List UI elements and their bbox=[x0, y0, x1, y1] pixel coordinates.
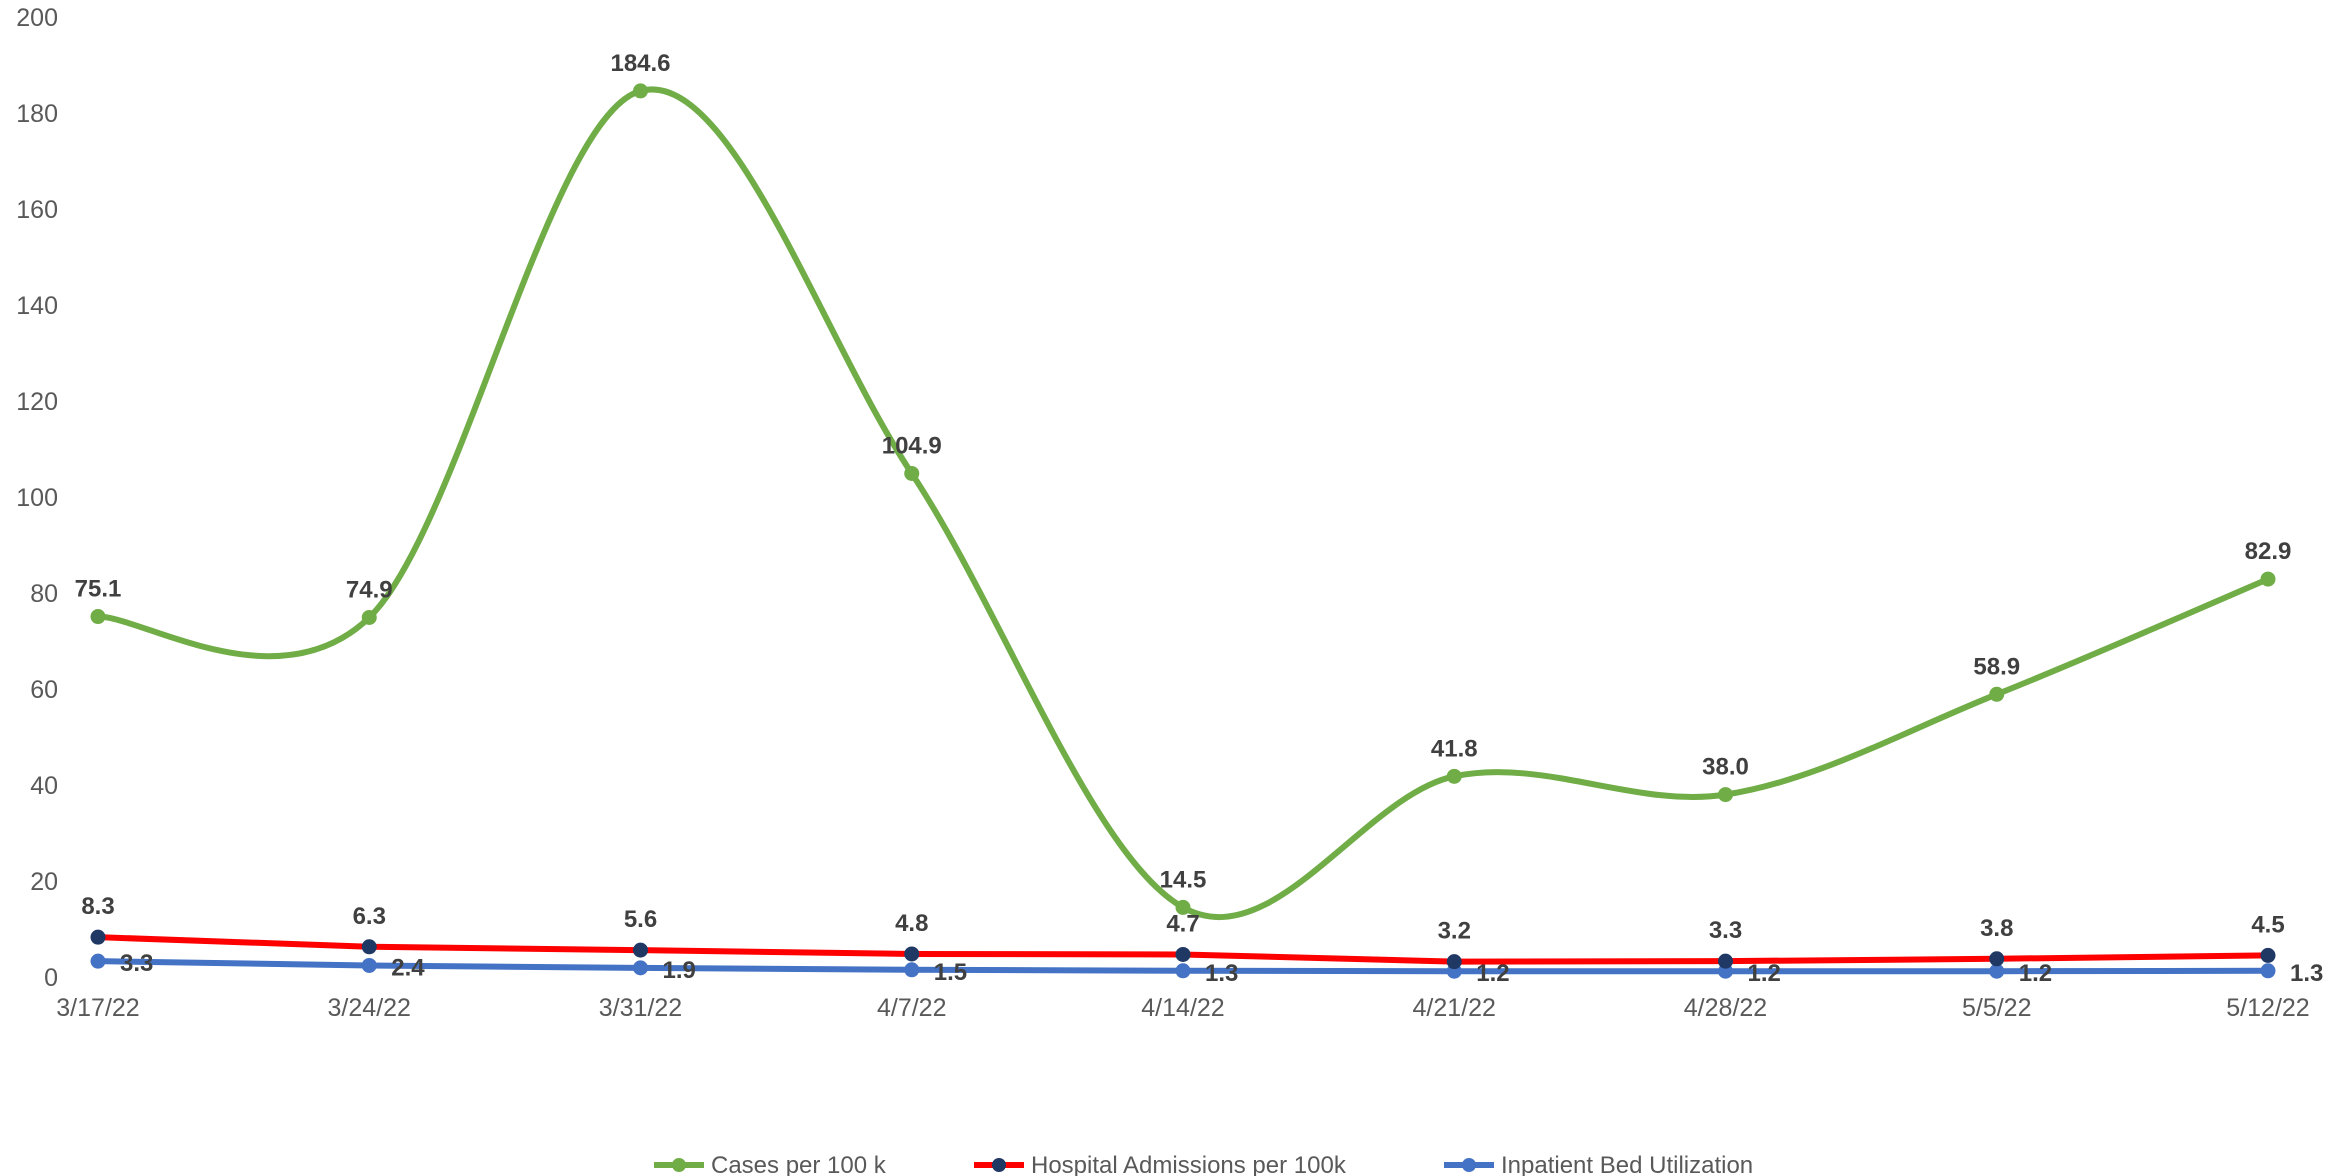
series-hospital-admissions-per-100k bbox=[90, 929, 2276, 970]
data-label: 1.2 bbox=[1748, 960, 1781, 987]
y-tick-label: 120 bbox=[16, 388, 58, 416]
x-tick-label: 3/31/22 bbox=[599, 994, 682, 1022]
y-axis: 0 20 40 60 80 100 120 140 160 180 200 bbox=[16, 4, 58, 992]
x-tick-label: 3/17/22 bbox=[56, 994, 139, 1022]
data-point bbox=[90, 609, 106, 625]
data-label: 3.8 bbox=[1980, 915, 2013, 942]
data-point bbox=[904, 946, 920, 962]
data-label: 1.2 bbox=[1476, 960, 1509, 987]
y-tick-label: 60 bbox=[30, 676, 58, 704]
data-label: 1.3 bbox=[1205, 960, 1238, 987]
data-point bbox=[633, 960, 648, 976]
data-point bbox=[90, 953, 106, 969]
data-label: 1.5 bbox=[934, 959, 967, 986]
data-label: 3.3 bbox=[1709, 917, 1742, 944]
data-label: 4.8 bbox=[895, 910, 928, 937]
data-point bbox=[1718, 787, 1733, 803]
data-point bbox=[1446, 954, 1462, 970]
data-label: 1.2 bbox=[2019, 960, 2052, 987]
data-label: 41.8 bbox=[1431, 735, 1478, 762]
x-tick-label: 5/5/22 bbox=[1962, 994, 2032, 1022]
data-label: 5.6 bbox=[624, 906, 657, 933]
y-tick-label: 80 bbox=[30, 580, 58, 608]
data-point bbox=[1175, 946, 1191, 962]
data-label: 8.3 bbox=[81, 893, 114, 920]
data-point bbox=[1989, 963, 2005, 979]
data-point bbox=[1989, 951, 2005, 967]
data-label: 4.5 bbox=[2251, 911, 2284, 938]
data-labels: 75.1 74.9 184.6 104.9 14.5 41.8 38.0 58.9 82.9 8.… bbox=[75, 50, 2324, 987]
x-tick-label: 3/24/22 bbox=[328, 994, 411, 1022]
series-cases-per-100-k bbox=[90, 83, 2276, 920]
x-tick-label: 4/7/22 bbox=[877, 994, 947, 1022]
data-label: 38.0 bbox=[1702, 754, 1749, 781]
data-label: 3.2 bbox=[1438, 918, 1471, 945]
data-point bbox=[2260, 571, 2276, 587]
x-tick-label: 5/12/22 bbox=[2226, 994, 2309, 1022]
series-layer bbox=[90, 83, 2276, 979]
data-label: 14.5 bbox=[1160, 866, 1207, 893]
x-tick-label: 4/14/22 bbox=[1141, 994, 1224, 1022]
legend-marker bbox=[672, 1158, 686, 1172]
x-tick-label: 4/21/22 bbox=[1413, 994, 1496, 1022]
legend-label: Hospital Admissions per 100k bbox=[1031, 1152, 1347, 1176]
data-label: 184.6 bbox=[610, 50, 670, 77]
y-tick-label: 100 bbox=[16, 484, 58, 512]
data-point bbox=[1718, 953, 1733, 969]
legend: Cases per 100 k Hospital Admissions per 1… bbox=[654, 1152, 1753, 1176]
data-label: 104.9 bbox=[882, 432, 942, 459]
data-label: 58.9 bbox=[1973, 653, 2020, 680]
data-point bbox=[904, 962, 920, 978]
data-point bbox=[1989, 686, 2005, 702]
data-point bbox=[633, 83, 648, 99]
data-point bbox=[904, 465, 920, 481]
y-tick-label: 40 bbox=[30, 772, 58, 800]
legend-item-hospital-admissions-per-100k: Hospital Admissions per 100k bbox=[974, 1152, 1347, 1176]
data-label: 3.3 bbox=[120, 950, 153, 977]
data-point bbox=[1446, 768, 1462, 784]
data-point bbox=[90, 929, 106, 945]
data-point bbox=[1175, 899, 1191, 915]
series-line bbox=[95, 86, 2271, 920]
legend-marker bbox=[1462, 1158, 1476, 1172]
legend-item-inpatient-bed-utilization: Inpatient Bed Utilization bbox=[1444, 1152, 1753, 1176]
y-tick-label: 200 bbox=[16, 4, 58, 32]
legend-marker bbox=[992, 1158, 1006, 1172]
y-tick-label: 20 bbox=[30, 868, 58, 896]
data-point bbox=[1175, 963, 1191, 979]
data-label: 1.9 bbox=[663, 957, 696, 984]
data-point bbox=[361, 957, 377, 973]
data-label: 1.3 bbox=[2290, 960, 2323, 987]
data-point bbox=[361, 609, 377, 625]
data-label: 82.9 bbox=[2245, 538, 2292, 565]
legend-label: Inpatient Bed Utilization bbox=[1501, 1152, 1753, 1176]
legend-item-cases-per-100-k: Cases per 100 k bbox=[654, 1152, 887, 1176]
data-point bbox=[2260, 963, 2276, 979]
data-point bbox=[361, 939, 377, 955]
data-point bbox=[633, 942, 648, 958]
y-tick-label: 140 bbox=[16, 292, 58, 320]
y-tick-label: 0 bbox=[44, 964, 58, 992]
data-label: 6.3 bbox=[353, 903, 386, 930]
y-tick-label: 160 bbox=[16, 196, 58, 224]
data-point bbox=[2260, 947, 2276, 963]
data-label: 74.9 bbox=[346, 576, 393, 603]
x-axis: 3/17/22 3/24/22 3/31/22 4/7/22 4/14/22 4/21/2… bbox=[56, 994, 2309, 1022]
data-label: 4.7 bbox=[1166, 910, 1199, 937]
legend-label: Cases per 100 k bbox=[711, 1152, 887, 1176]
data-label: 2.4 bbox=[391, 954, 425, 981]
data-label: 75.1 bbox=[75, 576, 122, 603]
y-tick-label: 180 bbox=[16, 100, 58, 128]
x-tick-label: 4/28/22 bbox=[1684, 994, 1767, 1022]
